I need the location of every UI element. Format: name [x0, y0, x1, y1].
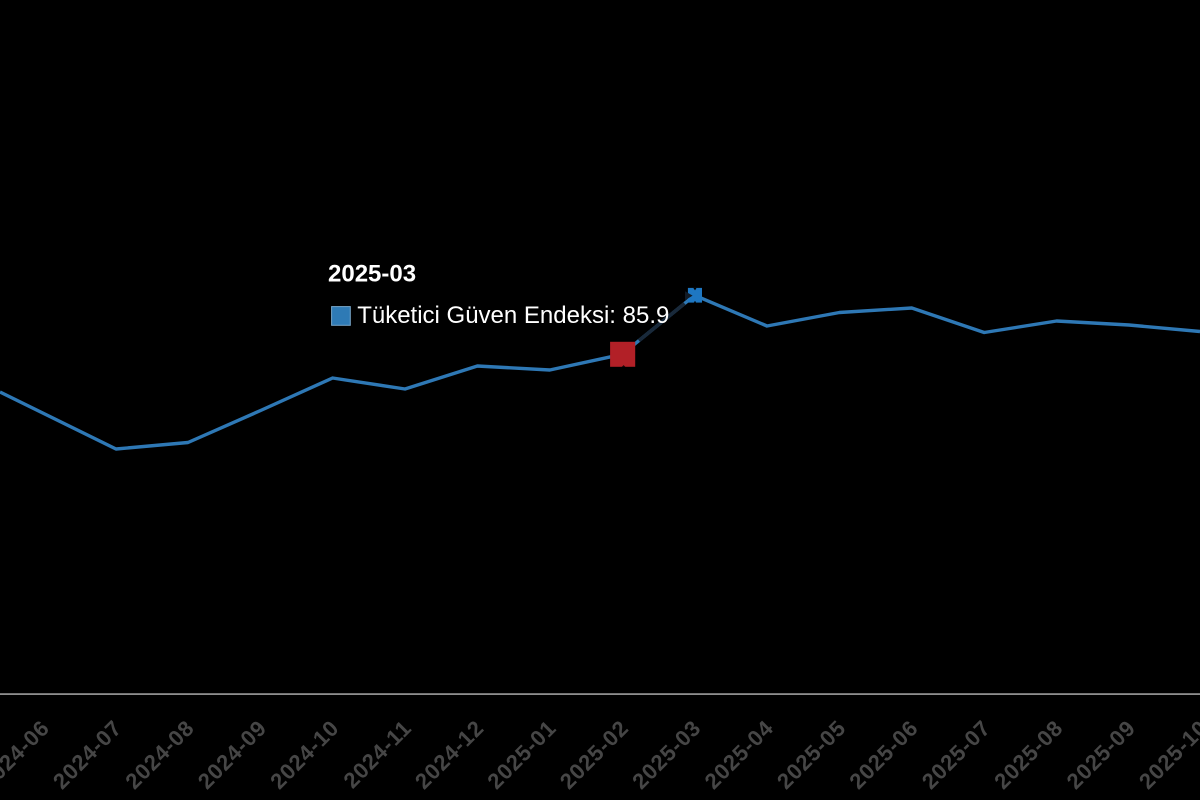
svg-text:2025-03: 2025-03 — [328, 261, 416, 288]
svg-text:Tüketici Güven Endeksi: 85.9: Tüketici Güven Endeksi: 85.9 — [357, 302, 669, 329]
